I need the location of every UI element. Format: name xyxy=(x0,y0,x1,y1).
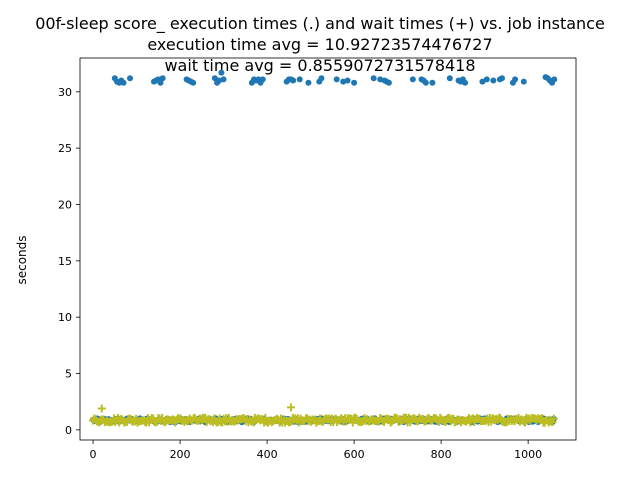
y-tick-label: 5 xyxy=(65,368,72,381)
x-tick-label: 600 xyxy=(344,448,365,461)
chart-title-line-1: 00f-sleep score_ execution times (.) and… xyxy=(35,14,605,33)
execution-series xyxy=(90,69,558,426)
execution-point xyxy=(190,79,197,86)
wait-point xyxy=(549,414,558,423)
execution-point xyxy=(305,79,312,86)
execution-point xyxy=(220,76,227,83)
execution-point xyxy=(446,75,453,82)
execution-point xyxy=(462,79,469,86)
execution-point xyxy=(290,77,297,84)
y-tick-label: 20 xyxy=(58,198,72,211)
execution-point xyxy=(512,76,519,83)
execution-point xyxy=(385,79,392,86)
execution-point xyxy=(344,77,351,84)
x-tick-label: 1000 xyxy=(514,448,542,461)
x-tick-label: 400 xyxy=(257,448,278,461)
execution-point xyxy=(422,79,429,86)
chart-title-line-3: wait time avg = 0.8559072731578418 xyxy=(164,56,476,75)
x-tick-label: 0 xyxy=(90,448,97,461)
y-tick-label: 30 xyxy=(58,86,72,99)
execution-point xyxy=(429,79,436,86)
y-tick-label: 0 xyxy=(65,424,72,437)
execution-point xyxy=(333,76,340,83)
execution-point xyxy=(520,78,527,85)
execution-point xyxy=(551,76,558,83)
execution-point xyxy=(318,75,325,82)
execution-point xyxy=(370,75,377,82)
y-tick-label: 10 xyxy=(58,311,72,324)
execution-point xyxy=(483,76,490,83)
execution-point xyxy=(409,76,416,83)
execution-point xyxy=(259,76,266,83)
wait-series xyxy=(89,403,558,427)
y-axis-label: seconds xyxy=(15,235,29,284)
execution-point xyxy=(351,79,358,86)
execution-point xyxy=(157,79,164,86)
y-tick-label: 15 xyxy=(58,255,72,268)
execution-point xyxy=(127,75,134,82)
execution-point xyxy=(120,79,127,86)
execution-point xyxy=(159,75,166,82)
wait-point xyxy=(287,403,296,412)
execution-point xyxy=(490,77,497,84)
x-axis: 0 200 400 600 800 1000 xyxy=(90,440,542,461)
y-tick-label: 25 xyxy=(58,142,72,155)
execution-point xyxy=(499,75,506,82)
x-tick-label: 800 xyxy=(431,448,452,461)
wait-point xyxy=(97,404,106,413)
execution-point xyxy=(218,69,225,76)
execution-point xyxy=(296,76,303,83)
plot-frame xyxy=(79,57,577,441)
x-tick-label: 200 xyxy=(170,448,191,461)
chart-title-line-2: execution time avg = 10.92723574476727 xyxy=(147,35,493,54)
y-axis: 0 5 10 15 20 25 30 xyxy=(58,86,80,437)
